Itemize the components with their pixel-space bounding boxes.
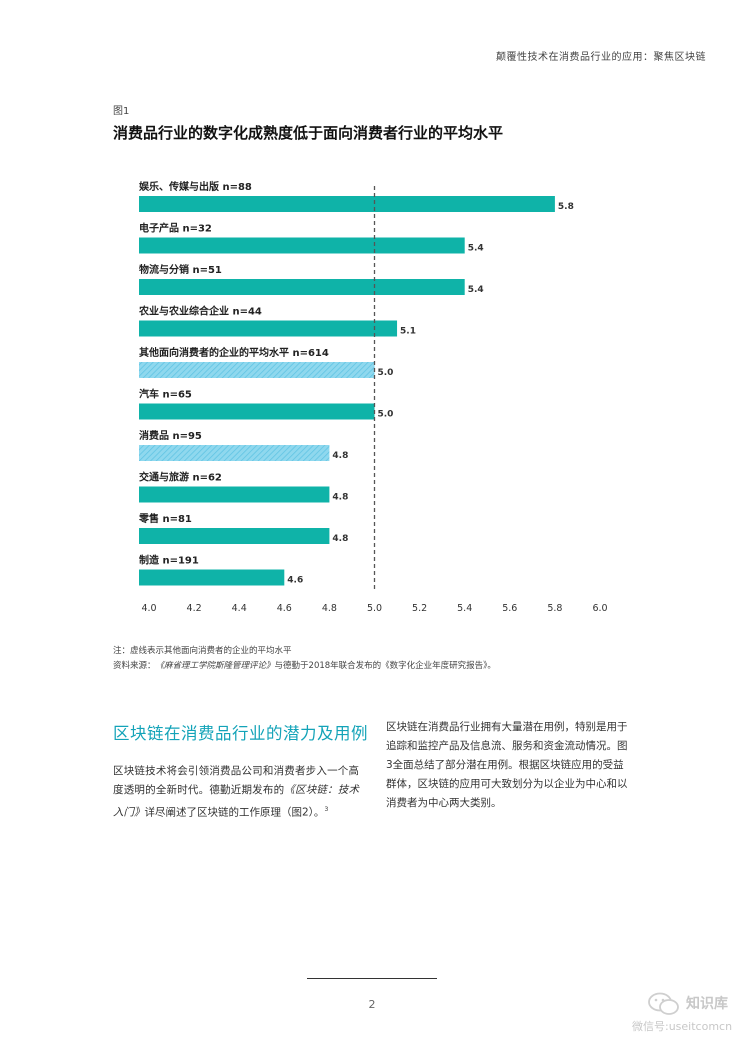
x-tick-label: 4.2 xyxy=(187,603,202,614)
category-label: 物流与分销 n=51 xyxy=(139,263,222,276)
x-tick-label: 4.4 xyxy=(232,603,247,614)
category-label: 其他面向消费者的企业的平均水平 n=614 xyxy=(139,346,329,359)
category-label: 制造 n=191 xyxy=(139,554,199,567)
category-label: 电子产品 n=32 xyxy=(139,222,212,235)
value-label: 4.6 xyxy=(287,576,303,586)
figure-label: 图1 xyxy=(113,106,130,117)
category-label: 农业与农业综合企业 n=44 xyxy=(138,305,262,318)
value-label: 5.8 xyxy=(558,202,574,212)
figure-notes: 注：虚线表示其他面向消费者的企业的平均水平 资料来源：《麻省理工学院斯隆管理评论… xyxy=(113,644,496,674)
bar xyxy=(139,445,330,461)
running-header: 颠覆性技术在消费品行业的应用：聚焦区块链 xyxy=(496,52,706,63)
bar-chart: 娱乐、传媒与出版 n=88 5.8 电子产品 n=32 5.4 物流与分销 n=51 5.… xyxy=(138,180,608,614)
source-prefix: 资料来源： xyxy=(113,661,156,671)
bar xyxy=(139,237,465,254)
footnote-marker: 3 xyxy=(324,806,329,813)
category-label: 娱乐、传媒与出版 n=88 xyxy=(139,180,252,193)
note-text: 注：虚线表示其他面向消费者的企业的平均水平 xyxy=(113,646,292,656)
x-tick-label: 4.8 xyxy=(322,603,337,614)
bar xyxy=(139,362,375,378)
source-journal: 《麻省理工学院斯隆管理评论》 xyxy=(155,661,275,671)
value-label: 4.8 xyxy=(332,451,348,461)
value-label: 5.4 xyxy=(468,244,484,254)
left-italic-title: 《区块链：技术入门》 xyxy=(113,784,360,819)
value-label: 5.0 xyxy=(378,410,394,420)
page-number: 2 xyxy=(368,998,376,1011)
x-tick-label: 4.0 xyxy=(141,603,156,614)
category-label: 交通与旅游 n=62 xyxy=(139,471,222,484)
bar xyxy=(139,320,398,337)
value-label: 5.1 xyxy=(400,327,416,337)
watermark-name: 知识库 xyxy=(686,996,728,1012)
bar xyxy=(139,403,375,420)
category-label: 汽车 n=65 xyxy=(139,388,192,401)
footer-rule xyxy=(307,978,437,979)
category-label: 零售 n=81 xyxy=(138,512,192,525)
bar xyxy=(139,528,330,544)
value-label: 4.8 xyxy=(332,534,348,544)
value-label: 4.8 xyxy=(332,493,348,503)
wechat-icon xyxy=(648,992,679,1015)
bar xyxy=(139,569,285,586)
x-tick-label: 5.0 xyxy=(367,603,382,614)
source-rest: 与德勤于2018年联合发布的《数字化企业年度研究报告》。 xyxy=(274,661,496,671)
section-heading: 区块链在消费品行业的潜力及用例 xyxy=(113,724,368,743)
figure-title: 消费品行业的数字化成熟度低于面向消费者行业的平均水平 xyxy=(113,124,504,142)
watermark-sub: 微信号:useitcomcn xyxy=(632,1020,733,1033)
x-tick-label: 5.4 xyxy=(457,603,472,614)
left-column-text: 区块链技术将会引领消费品公司和消费者步入一个高度透明的全新时代。德勤近期发布的《… xyxy=(113,762,359,823)
source-line: 资料来源：《麻省理工学院斯隆管理评论》与德勤于2018年联合发布的《数字化企业年… xyxy=(113,659,496,674)
x-tick-label: 5.2 xyxy=(412,603,427,614)
bar xyxy=(139,279,465,295)
left-paragraph-1: 区块链技术将会引领消费品公司和消费者步入一个高度透明的全新时代。德勤近期发布的 xyxy=(113,765,359,796)
category-label: 消费品 n=95 xyxy=(139,429,202,442)
x-tick-label: 6.0 xyxy=(592,603,607,614)
right-column-text: 区块链在消费品行业拥有大量潜在用例，特别是用于追踪和监控产品及信息流、服务和资金… xyxy=(386,721,628,809)
x-tick-label: 5.6 xyxy=(502,603,517,614)
value-label: 5.0 xyxy=(378,368,394,378)
left-paragraph-2: 详尽阐述了区块链的工作原理（图2）。 xyxy=(144,806,325,819)
bar xyxy=(139,486,330,503)
x-tick-label: 4.6 xyxy=(277,603,292,614)
bar xyxy=(139,196,555,212)
value-label: 5.4 xyxy=(468,285,484,295)
x-tick-label: 5.8 xyxy=(547,603,562,614)
